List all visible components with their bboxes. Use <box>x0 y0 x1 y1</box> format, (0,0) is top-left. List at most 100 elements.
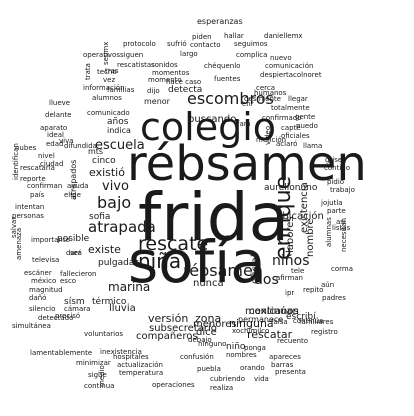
cloud-word: realiza <box>210 384 233 392</box>
cloud-word: bajo <box>97 193 131 212</box>
cloud-word: familias <box>107 86 135 94</box>
cloud-word: actualización <box>117 361 163 369</box>
cloud-word: cinco <box>92 156 116 166</box>
cloud-word: chéquenlo <box>204 62 240 70</box>
cloud-word: edad <box>46 140 63 148</box>
cloud-word: menor <box>144 97 171 106</box>
cloud-word: salvar <box>10 217 18 238</box>
cloud-word: ciudad <box>40 160 63 168</box>
cloud-word: necesitan <box>340 218 348 252</box>
cloud-word: existencia <box>299 182 310 233</box>
cloud-word: versión <box>148 312 188 325</box>
cloud-word: daniellemx <box>264 32 303 40</box>
cloud-word: medio <box>98 365 106 387</box>
cloud-word: falsa <box>271 318 288 326</box>
cloud-word: compañeros <box>136 331 198 342</box>
cloud-word: corma <box>331 265 353 273</box>
cloud-word: años <box>107 117 129 127</box>
cloud-word: registro <box>311 328 338 336</box>
cloud-word: mexicanos <box>245 306 299 317</box>
cloud-word: sepmx <box>102 42 110 65</box>
cloud-word: protocolo <box>123 40 156 48</box>
cloud-word: fuentes <box>214 75 241 83</box>
cloud-word: rébsamen <box>183 261 263 280</box>
cloud-word: confusión <box>180 353 214 361</box>
cloud-word: dice <box>196 327 217 338</box>
cloud-word: listas <box>332 224 351 232</box>
cloud-word: identifican <box>12 143 20 180</box>
cloud-word: ipr <box>285 289 294 297</box>
cloud-word: ninguno <box>198 340 226 348</box>
cloud-word: operativos <box>83 51 120 59</box>
cloud-word: lamentablemente <box>30 349 92 357</box>
cloud-word: sofía <box>128 228 266 296</box>
cloud-word: continúa <box>293 317 323 325</box>
cloud-word: trata <box>84 63 92 80</box>
cloud-word: rescatarla <box>20 164 55 172</box>
cloud-word: temperatura <box>119 369 163 377</box>
cloud-word: barras <box>271 361 294 369</box>
cloud-word: operaciones <box>152 381 195 389</box>
cloud-word: complica <box>236 51 267 59</box>
cloud-word: labores <box>285 216 296 253</box>
cloud-word: sonidos <box>151 61 178 69</box>
cloud-word: marina <box>108 280 150 294</box>
cloud-word: atrapada <box>88 218 156 236</box>
cloud-word: vez <box>103 76 115 84</box>
cloud-word: aclaró <box>276 140 297 148</box>
cloud-word: video <box>264 126 272 145</box>
cloud-word: rescatistas <box>117 61 155 69</box>
cloud-word: llegar <box>288 95 308 103</box>
cloud-word: totalmente <box>271 104 310 112</box>
cloud-word: cubriendo <box>210 375 245 383</box>
cloud-word: nubes <box>15 144 37 152</box>
cloud-word: contigo <box>324 164 350 172</box>
cloud-word: alumnas <box>325 217 333 247</box>
cloud-word: lluvia <box>109 303 136 314</box>
cloud-word: térmico <box>92 296 127 307</box>
cloud-word: sofia <box>89 212 110 222</box>
cloud-word: posible <box>57 234 90 244</box>
cloud-word: televisa <box>32 256 59 264</box>
cloud-word: ayuda <box>67 182 89 190</box>
cloud-word: escuela <box>95 138 145 153</box>
cloud-word: largo <box>180 50 198 58</box>
cloud-word: magnitud <box>29 286 63 294</box>
cloud-word: gente <box>295 113 315 121</box>
cloud-word: techo <box>97 68 117 76</box>
cloud-word: esco <box>60 277 76 285</box>
cloud-word: colegio <box>140 105 276 149</box>
cloud-word: dañó <box>29 294 46 302</box>
cloud-word: sufrió <box>167 40 187 48</box>
cloud-word: cámara <box>64 305 90 313</box>
cloud-word: esperanzas <box>197 17 243 26</box>
cloud-word: nombre <box>305 218 316 257</box>
cloud-word: aparato <box>40 124 67 132</box>
cloud-word: continua <box>84 382 114 390</box>
cloud-word: silencio <box>29 305 55 313</box>
cloud-word: permanece <box>238 315 283 324</box>
cloud-word: llama <box>303 142 322 150</box>
cloud-word: momento <box>148 76 182 84</box>
cloud-word: ponga <box>244 344 266 352</box>
cloud-word: frida <box>138 179 289 256</box>
cloud-word: hace caso <box>166 78 201 86</box>
cloud-word: viva <box>59 137 74 145</box>
cloud-word: momentos <box>152 69 190 77</box>
cloud-word: menores <box>193 319 237 330</box>
cloud-word: rébsamen <box>127 136 367 192</box>
cloud-word: comunicación <box>265 62 313 70</box>
cloud-word: confirman <box>27 182 62 190</box>
cloud-word: pulgadas <box>98 258 139 268</box>
cloud-word: grises <box>325 156 346 164</box>
cloud-word: niño <box>226 342 246 352</box>
cloud-word: ser <box>70 249 81 257</box>
cloud-word: tras <box>105 67 119 75</box>
cloud-word: detecta <box>168 85 202 95</box>
cloud-word: méxico <box>31 277 56 285</box>
cloud-word: información <box>83 84 125 92</box>
cloud-word: ideal <box>47 131 64 139</box>
cloud-word: sísm <box>64 297 85 307</box>
